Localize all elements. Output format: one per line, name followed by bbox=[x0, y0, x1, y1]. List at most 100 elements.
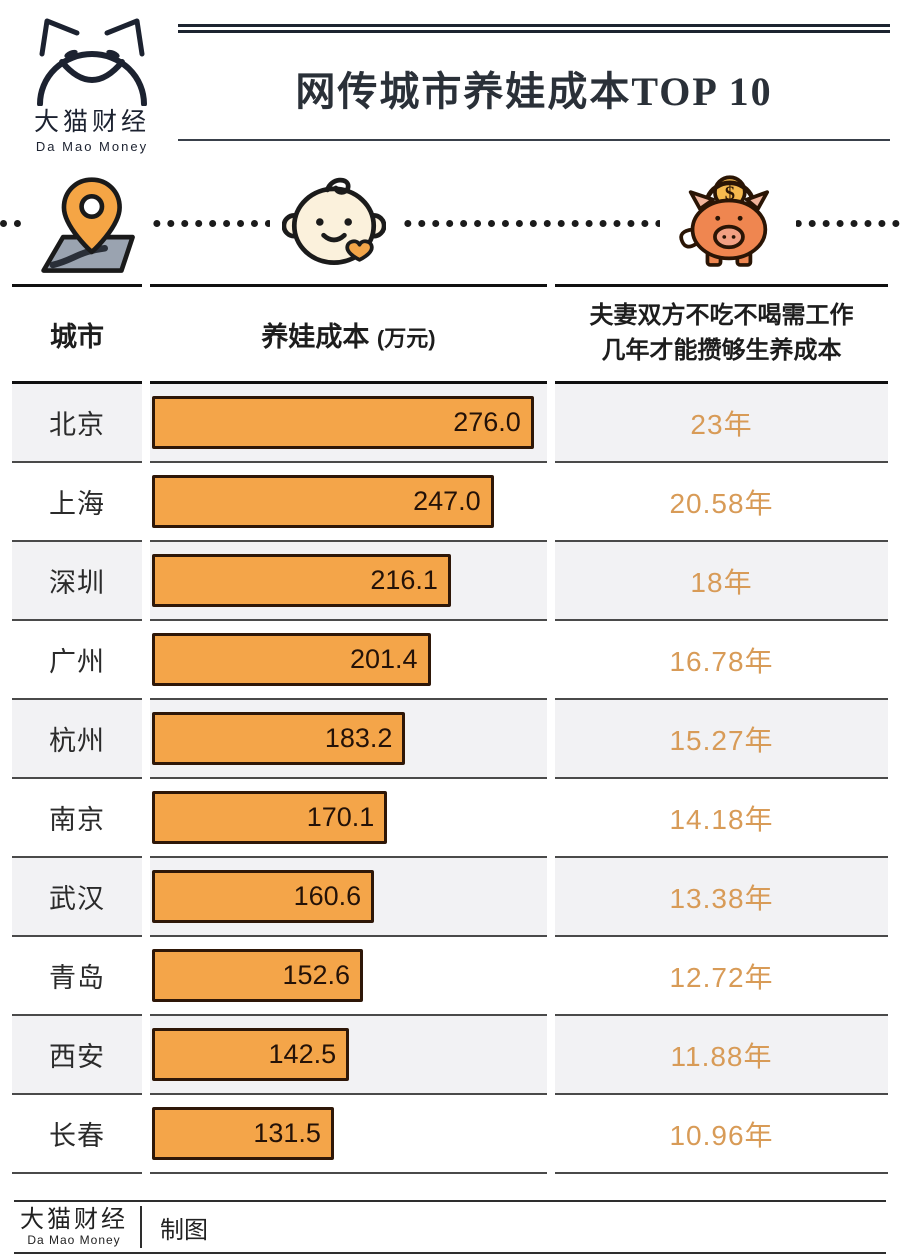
dotted-rule bbox=[0, 220, 900, 227]
years-value: 23年 bbox=[690, 408, 753, 440]
table-row: 北京 276.0 23年 bbox=[12, 384, 888, 463]
column-gap bbox=[547, 542, 555, 621]
cost-bar: 183.2 bbox=[152, 712, 406, 765]
cost-value: 131.5 bbox=[253, 1118, 321, 1148]
years-value: 20.58年 bbox=[669, 487, 774, 519]
double-rule bbox=[178, 24, 890, 33]
city-label: 南京 bbox=[49, 805, 105, 835]
brand-name-cn: 大猫财经 bbox=[33, 108, 150, 136]
map-location-pin-icon bbox=[26, 174, 152, 283]
header-years-line1: 夫妻双方不吃不喝需工作 bbox=[589, 302, 854, 330]
baby-face-icon bbox=[270, 172, 398, 277]
column-gap bbox=[547, 621, 555, 700]
cost-value: 201.4 bbox=[350, 644, 418, 674]
column-gap bbox=[547, 463, 555, 542]
table-row: 广州 201.4 16.78年 bbox=[12, 621, 888, 700]
table-row: 长春 131.5 10.96年 bbox=[12, 1095, 888, 1174]
cost-bar: 276.0 bbox=[152, 396, 534, 449]
cost-bar: 152.6 bbox=[152, 949, 364, 1002]
city-label: 北京 bbox=[49, 410, 105, 440]
single-rule bbox=[178, 139, 890, 141]
footer-brand-cn: 大猫财经 bbox=[20, 1206, 128, 1234]
cost-value: 152.6 bbox=[282, 960, 351, 990]
column-gap bbox=[547, 384, 555, 463]
header-cost-unit: (万元) bbox=[376, 325, 436, 351]
footer-divider bbox=[140, 1206, 142, 1248]
cost-bar: 170.1 bbox=[152, 791, 388, 844]
cost-value: 216.1 bbox=[370, 565, 438, 595]
column-gap bbox=[547, 937, 555, 1016]
cat-logo-icon bbox=[18, 14, 166, 106]
svg-text:$: $ bbox=[725, 183, 735, 205]
table-row: 西安 142.5 11.88年 bbox=[12, 1016, 888, 1095]
cost-value: 276.0 bbox=[453, 407, 521, 437]
table-row: 武汉 160.6 13.38年 bbox=[12, 858, 888, 937]
footer-credit: 制图 bbox=[160, 1216, 208, 1244]
footer-brand: 大猫财经 Da Mao Money bbox=[20, 1207, 128, 1246]
column-gap bbox=[142, 384, 150, 463]
cost-value: 142.5 bbox=[268, 1039, 337, 1069]
column-gap bbox=[547, 1016, 555, 1095]
table-row: 杭州 183.2 15.27年 bbox=[12, 700, 888, 779]
page-title: 网传城市养娃成本TOP 10 bbox=[295, 69, 773, 114]
city-label: 广州 bbox=[49, 647, 105, 677]
years-value: 13.38年 bbox=[669, 882, 774, 914]
column-gap bbox=[142, 542, 150, 621]
city-label: 青岛 bbox=[49, 963, 105, 993]
cost-bar: 216.1 bbox=[152, 554, 451, 607]
table-row: 上海 247.0 20.58年 bbox=[12, 463, 888, 542]
icon-band: $ bbox=[0, 168, 900, 284]
city-label: 西安 bbox=[49, 1042, 105, 1072]
years-value: 11.88年 bbox=[670, 1040, 773, 1072]
piggy-bank-coin-icon: $ bbox=[660, 168, 796, 281]
column-gap bbox=[142, 858, 150, 937]
cost-bar: 131.5 bbox=[152, 1107, 334, 1160]
header-years: 夫妻双方不吃不喝需工作 几年才能攒够生养成本 bbox=[555, 284, 888, 384]
cost-bar: 160.6 bbox=[152, 870, 375, 923]
years-value: 18年 bbox=[690, 566, 753, 598]
city-label: 深圳 bbox=[49, 568, 105, 598]
table-row: 南京 170.1 14.18年 bbox=[12, 779, 888, 858]
column-gap bbox=[547, 284, 555, 384]
years-value: 14.18年 bbox=[669, 803, 774, 835]
years-value: 10.96年 bbox=[669, 1119, 774, 1151]
column-gap bbox=[142, 621, 150, 700]
header-city: 城市 bbox=[12, 284, 142, 384]
table-row: 青岛 152.6 12.72年 bbox=[12, 937, 888, 1016]
city-label: 上海 bbox=[49, 489, 105, 519]
column-gap bbox=[142, 284, 150, 384]
cost-value: 247.0 bbox=[413, 486, 481, 516]
column-gap bbox=[142, 779, 150, 858]
years-value: 12.72年 bbox=[669, 961, 774, 993]
cost-value: 183.2 bbox=[324, 723, 393, 753]
table-header-row: 城市 养娃成本 (万元) 夫妻双方不吃不喝需工作 几年才能攒够生养成本 bbox=[12, 284, 888, 384]
header-cost: 养娃成本 (万元) bbox=[150, 284, 547, 384]
column-gap bbox=[142, 1016, 150, 1095]
column-gap bbox=[547, 1095, 555, 1174]
brand-logo: 大猫财经 Da Mao Money bbox=[18, 10, 166, 154]
table-row: 深圳 216.1 18年 bbox=[12, 542, 888, 621]
title-block: 网传城市养娃成本TOP 10 bbox=[178, 10, 890, 154]
header-years-line2: 几年才能攒够生养成本 bbox=[601, 337, 842, 364]
header-cost-label: 养娃成本 bbox=[261, 321, 370, 352]
cost-bar: 201.4 bbox=[152, 633, 431, 686]
cost-bar: 247.0 bbox=[152, 475, 494, 528]
column-gap bbox=[547, 858, 555, 937]
column-gap bbox=[142, 463, 150, 542]
cost-bar: 142.5 bbox=[152, 1028, 350, 1081]
city-label: 长春 bbox=[49, 1121, 105, 1151]
cost-value: 160.6 bbox=[293, 881, 362, 911]
page-header: 大猫财经 Da Mao Money 网传城市养娃成本TOP 10 bbox=[0, 0, 900, 154]
years-value: 15.27年 bbox=[669, 724, 774, 756]
city-label: 杭州 bbox=[49, 726, 105, 756]
city-label: 武汉 bbox=[49, 884, 105, 914]
years-value: 16.78年 bbox=[669, 645, 774, 677]
column-gap bbox=[142, 700, 150, 779]
page-footer: 大猫财经 Da Mao Money 制图 bbox=[14, 1200, 886, 1254]
column-gap bbox=[547, 779, 555, 858]
table-body: 北京 276.0 23年 上海 247.0 20.58年 深圳 bbox=[12, 384, 888, 1174]
brand-name-en: Da Mao Money bbox=[35, 139, 149, 154]
cost-value: 170.1 bbox=[306, 802, 375, 832]
column-gap bbox=[142, 1095, 150, 1174]
cost-table: 城市 养娃成本 (万元) 夫妻双方不吃不喝需工作 几年才能攒够生养成本 北京 2… bbox=[12, 284, 888, 1174]
